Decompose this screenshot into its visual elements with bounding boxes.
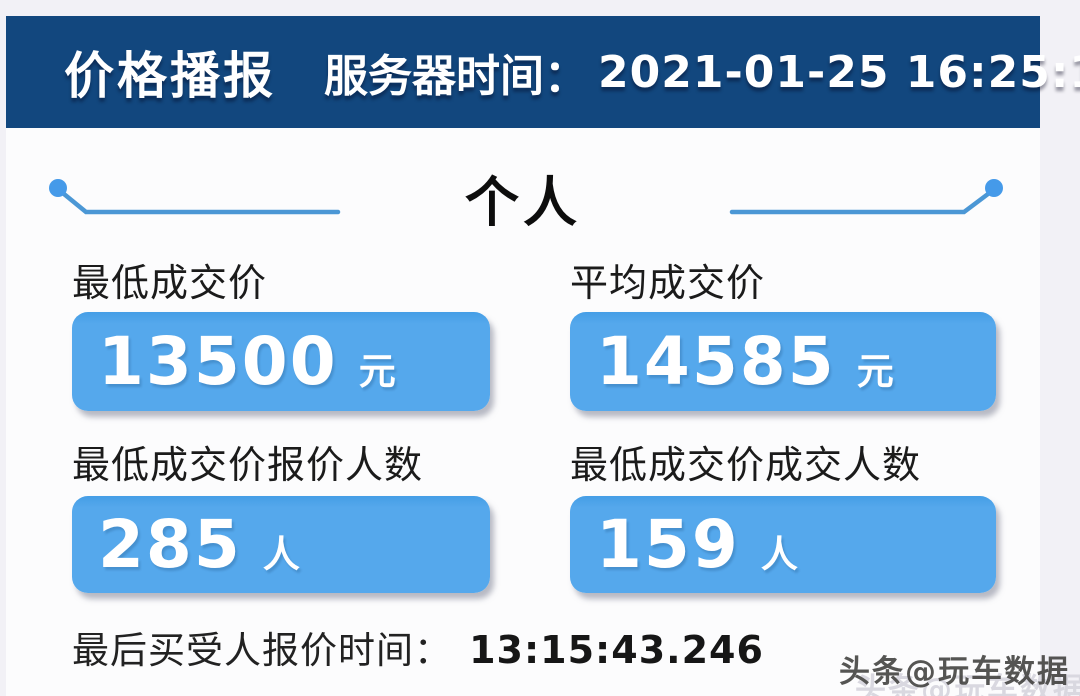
stat-unit: 人 [760,533,798,576]
stat-value: 13500 [98,323,338,400]
server-time-value: 2021-01-25 16:25:18 [598,46,1080,98]
watermark-text: 头条@玩车数据 [839,654,1070,690]
last-bid-time-label: 最后买受人报价时间： [72,629,452,672]
watermark-shadow-text: 头条@玩车数据 [855,672,1080,696]
stat-value: 159 [596,506,740,583]
server-time-label: 服务器时间： [324,51,588,102]
stat-value: 285 [98,506,242,583]
stat-value: 14585 [596,323,836,400]
right-dot-icon [985,179,1003,197]
watermark: 头条@玩车数据 头条@玩车数据 [839,646,1080,696]
stat-box-bidders-at-lowest: 285 人 [72,496,490,593]
section-title: 个人 [465,171,581,234]
stat-box-lowest-price: 13500 元 [72,312,490,411]
header-bar: 价格播报 服务器时间： 2021-01-25 16:25:18 [6,16,1080,128]
stat-box-deals-at-lowest: 159 人 [570,496,996,593]
left-dot-icon [49,179,67,197]
stat-box-average-price: 14585 元 [570,312,996,411]
stat-unit: 人 [262,533,300,576]
last-bid-time-value: 13:15:43.246 [469,628,764,672]
page-title: 价格播报 [64,47,276,105]
price-broadcast-panel: 价格播报 服务器时间： 2021-01-25 16:25:18 个人 最低成交价… [6,16,1080,696]
stat-label-average-price: 平均成交价 [570,261,766,305]
section-divider-decoration [49,179,1003,215]
stat-label-bidders-at-lowest: 最低成交价报价人数 [72,443,424,487]
stat-unit: 元 [856,350,894,393]
stat-label-deals-at-lowest: 最低成交价成交人数 [570,443,922,487]
stat-unit: 元 [358,350,396,393]
stat-label-lowest-price: 最低成交价 [72,261,268,305]
last-bid-time-row: 最后买受人报价时间： 13:15:43.246 [72,620,764,674]
